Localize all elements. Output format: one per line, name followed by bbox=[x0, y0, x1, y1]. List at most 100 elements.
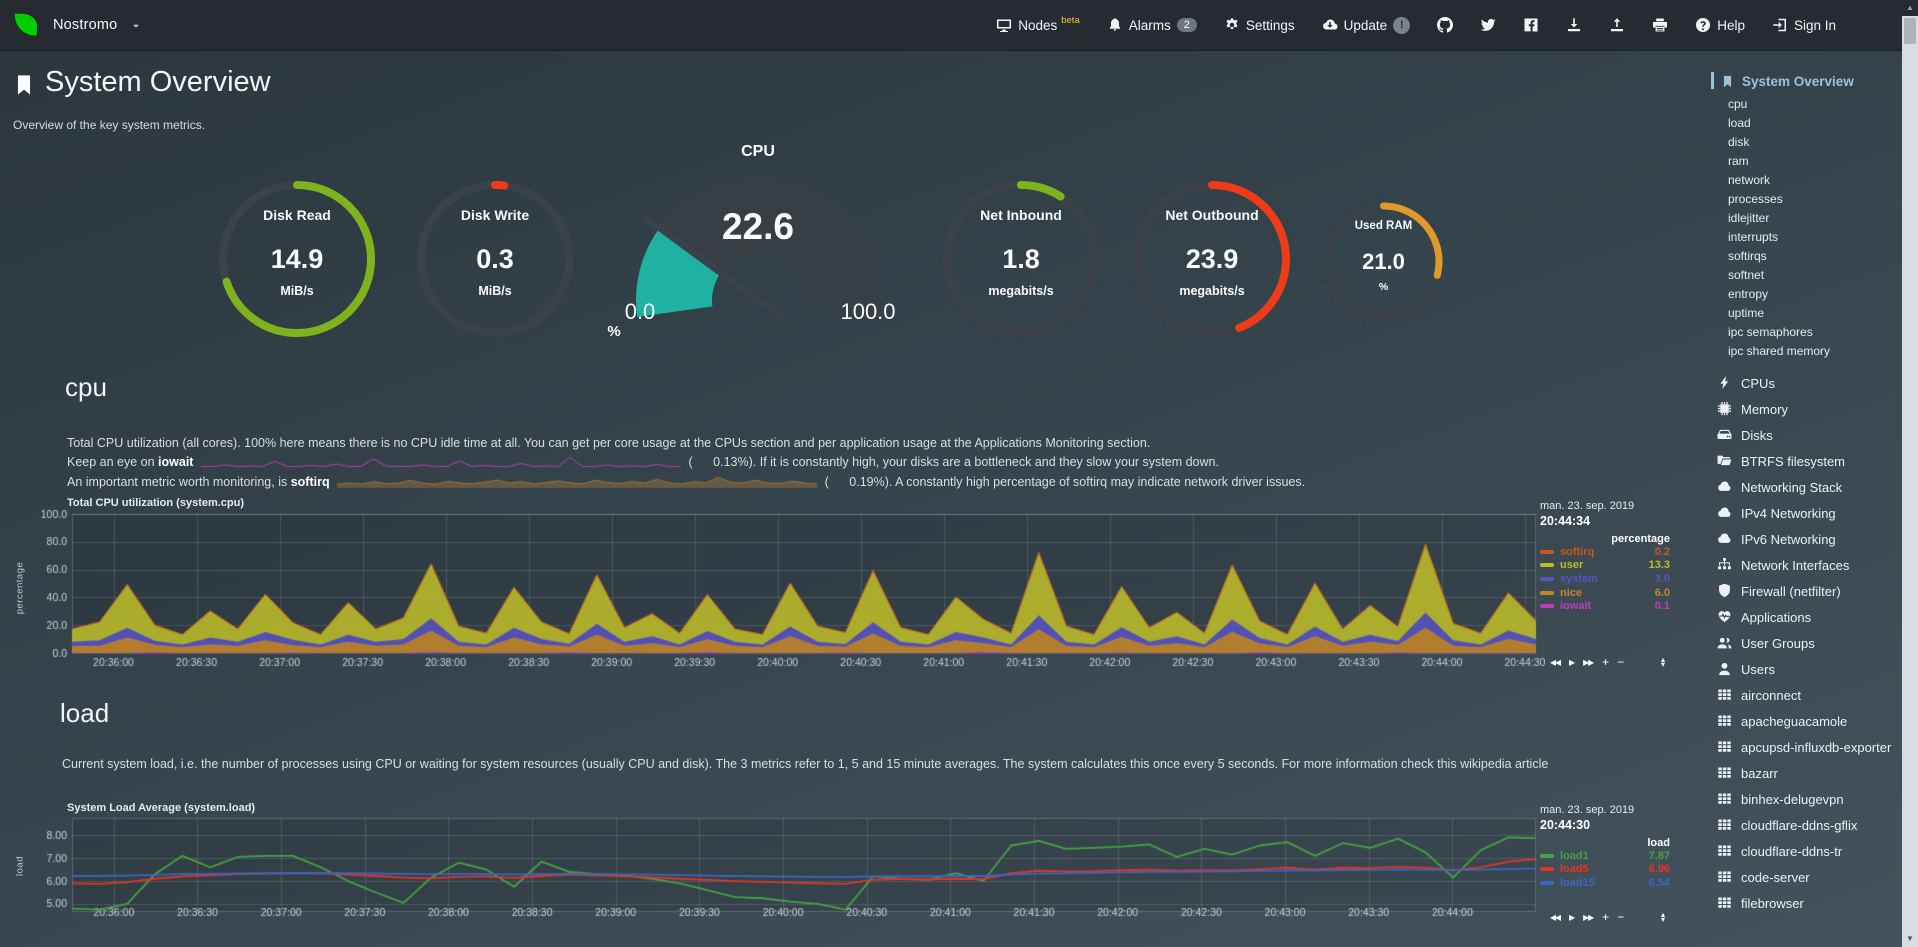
gauge-net-inbound[interactable]: Net Inbound 1.8 megabits/s bbox=[938, 176, 1104, 342]
sidebar-item-cloudflare-ddns-gflix[interactable]: cloudflare-ddns-gflix bbox=[1717, 816, 1901, 836]
nav-update-label: Update bbox=[1343, 17, 1388, 33]
gauge-disk-write[interactable]: Disk Write 0.3 MiB/s bbox=[412, 176, 578, 342]
sidebar-item-ram[interactable]: ram bbox=[1728, 154, 1749, 168]
sidebar-item-softirqs[interactable]: softirqs bbox=[1728, 249, 1767, 263]
cpu-chart-resize-handle[interactable]: ▴ ▾ bbox=[1661, 655, 1666, 669]
sidebar-item-filebrowser[interactable]: filebrowser bbox=[1717, 894, 1901, 914]
gauge-net-outbound[interactable]: Net Outbound 23.9 megabits/s bbox=[1129, 176, 1295, 342]
sidebar-item-idlejitter[interactable]: idlejitter bbox=[1728, 211, 1770, 225]
scroll-up-arrow-icon[interactable]: ▲ bbox=[1902, 0, 1918, 16]
sidebar-item-ipv4-networking[interactable]: IPv4 Networking bbox=[1717, 504, 1901, 524]
nav-github[interactable] bbox=[1437, 17, 1454, 33]
sidebar-item-ipc-semaphores[interactable]: ipc semaphores bbox=[1728, 325, 1813, 339]
sidebar-item-user-groups[interactable]: User Groups bbox=[1717, 634, 1901, 654]
legend-row-nice[interactable]: nice 6.0 bbox=[1540, 586, 1670, 600]
sidebar-item-processes[interactable]: processes bbox=[1728, 192, 1783, 206]
sidebar-item-cloudflare-ddns-tr[interactable]: cloudflare-ddns-tr bbox=[1717, 842, 1901, 862]
zoom-out-button[interactable]: − bbox=[1617, 910, 1624, 924]
pan-backward-button[interactable]: ◂◂ bbox=[1550, 655, 1561, 669]
sidebar-item-entropy[interactable]: entropy bbox=[1728, 287, 1769, 301]
sidebar-item-applications[interactable]: Applications bbox=[1717, 608, 1901, 628]
play-button[interactable]: ▸ bbox=[1569, 910, 1575, 924]
cpu-chart[interactable] bbox=[25, 506, 1545, 678]
legend-swatch bbox=[1540, 880, 1554, 885]
cpu-description-1: Total CPU utilization (all cores). 100% … bbox=[67, 436, 1151, 450]
sidebar-item-apcupsd-influxdb-exporter[interactable]: apcupsd-influxdb-exporter bbox=[1717, 738, 1901, 758]
sidebar-item-ipc-shared-memory[interactable]: ipc shared memory bbox=[1728, 344, 1831, 358]
node-name: Nostromo bbox=[53, 16, 118, 33]
sidebar-item-cpu[interactable]: cpu bbox=[1728, 97, 1748, 111]
play-button[interactable]: ▸ bbox=[1569, 655, 1575, 669]
sidebar-item-softnet[interactable]: softnet bbox=[1728, 268, 1765, 282]
gauge-disk-read[interactable]: Disk Read 14.9 MiB/s bbox=[214, 176, 380, 342]
nav-twitter[interactable] bbox=[1480, 17, 1496, 33]
sidebar-item-users[interactable]: Users bbox=[1717, 660, 1901, 680]
sidebar-item-load[interactable]: load bbox=[1728, 116, 1751, 130]
nav-export[interactable] bbox=[1566, 17, 1582, 33]
sidebar-item-firewall-netfilter-[interactable]: Firewall (netfilter) bbox=[1717, 582, 1901, 602]
sidebar-item-disk[interactable]: disk bbox=[1728, 135, 1750, 149]
pan-backward-button[interactable]: ◂◂ bbox=[1550, 910, 1561, 924]
sidebar-item-interrupts[interactable]: interrupts bbox=[1728, 230, 1779, 244]
load-chart[interactable] bbox=[25, 810, 1545, 930]
sidebar-item-system-overview[interactable]: System Overview bbox=[1705, 74, 1901, 89]
gauge-title: Net Inbound bbox=[980, 207, 1062, 223]
sidebar-item-bazarr[interactable]: bazarr bbox=[1717, 764, 1901, 784]
gauge-unit: MiB/s bbox=[280, 284, 314, 298]
sidebar-item-network[interactable]: network bbox=[1728, 173, 1771, 187]
sidebar-item-network-interfaces[interactable]: Network Interfaces bbox=[1717, 556, 1901, 576]
nav-alarms[interactable]: Alarms 2 bbox=[1107, 17, 1197, 33]
node-selector[interactable]: Nostromo bbox=[12, 11, 141, 38]
cpu-section-heading: cpu bbox=[65, 372, 107, 402]
gauge-title: Used RAM bbox=[1354, 220, 1413, 232]
gauge-title: CPU bbox=[741, 143, 775, 160]
legend-row-user[interactable]: user 13.3 bbox=[1540, 559, 1670, 573]
legend-swatch bbox=[1540, 853, 1554, 858]
legend-row-load5[interactable]: load5 6.96 bbox=[1540, 863, 1670, 877]
sidebar-item-disks[interactable]: Disks bbox=[1717, 426, 1901, 446]
nav-signin[interactable]: Sign In bbox=[1772, 17, 1836, 33]
sidebar-item-cpus[interactable]: CPUs bbox=[1717, 374, 1901, 394]
legend-row-load1[interactable]: load1 7.87 bbox=[1540, 849, 1670, 863]
nav-import[interactable] bbox=[1609, 17, 1625, 33]
gauge-value: 21.0 bbox=[1362, 249, 1405, 274]
sidebar-item-binhex-delugevpn[interactable]: binhex-delugevpn bbox=[1717, 790, 1901, 810]
sidebar-item-code-server[interactable]: code-server bbox=[1717, 868, 1901, 888]
zoom-in-button[interactable]: + bbox=[1602, 910, 1609, 924]
nav-print[interactable] bbox=[1652, 17, 1668, 33]
page-title: System Overview bbox=[45, 66, 271, 98]
sidebar-item-memory[interactable]: Memory bbox=[1717, 400, 1901, 420]
page-scrollbar[interactable] bbox=[1902, 0, 1918, 947]
gauge-cpu[interactable]: CPU 22.6 0.0 100.0 % bbox=[607, 143, 903, 343]
bolt-icon bbox=[1717, 375, 1732, 390]
sidebar-item-airconnect[interactable]: airconnect bbox=[1717, 686, 1901, 706]
nav-settings[interactable]: Settings bbox=[1224, 17, 1295, 33]
nav-facebook[interactable] bbox=[1523, 17, 1539, 33]
gauge-value: 14.9 bbox=[270, 244, 324, 274]
gauge-used-ram[interactable]: Used RAM 21.0 % bbox=[1319, 197, 1448, 326]
sidebar-item-uptime[interactable]: uptime bbox=[1728, 306, 1765, 320]
scroll-down-arrow-icon[interactable]: ▼ bbox=[1906, 934, 1914, 943]
load-legend-unit-header: load bbox=[1647, 837, 1670, 849]
nav-update[interactable]: Update! bbox=[1322, 16, 1411, 34]
legend-row-iowait[interactable]: iowait 0.1 bbox=[1540, 599, 1670, 613]
legend-swatch bbox=[1540, 867, 1554, 872]
legend-row-softirq[interactable]: softirq 0.2 bbox=[1540, 545, 1670, 559]
sidebar-item-btrfs-filesystem[interactable]: BTRFS filesystem bbox=[1717, 452, 1901, 472]
zoom-out-button[interactable]: − bbox=[1617, 655, 1624, 669]
pan-forward-button[interactable]: ▸▸ bbox=[1583, 655, 1594, 669]
wikipedia-link[interactable]: wikipedia article bbox=[1460, 757, 1549, 771]
nav-help[interactable]: Help bbox=[1695, 17, 1745, 33]
sidebar-item-networking-stack[interactable]: Networking Stack bbox=[1717, 478, 1901, 498]
sidebar-item-ipv6-networking[interactable]: IPv6 Networking bbox=[1717, 530, 1901, 550]
scrollbar-thumb[interactable] bbox=[1904, 18, 1916, 44]
load-chart-resize-handle[interactable]: ▴ ▾ bbox=[1661, 910, 1666, 924]
legend-row-system[interactable]: system 3.0 bbox=[1540, 572, 1670, 586]
zoom-in-button[interactable]: + bbox=[1602, 655, 1609, 669]
grid-icon bbox=[1717, 869, 1732, 884]
nav-nodes[interactable]: Nodes beta bbox=[996, 15, 1080, 33]
monitor-icon bbox=[996, 17, 1012, 33]
pan-forward-button[interactable]: ▸▸ bbox=[1583, 910, 1594, 924]
sidebar-item-apacheguacamole[interactable]: apacheguacamole bbox=[1717, 712, 1901, 732]
legend-row-load15[interactable]: load15 6.54 bbox=[1540, 876, 1670, 890]
